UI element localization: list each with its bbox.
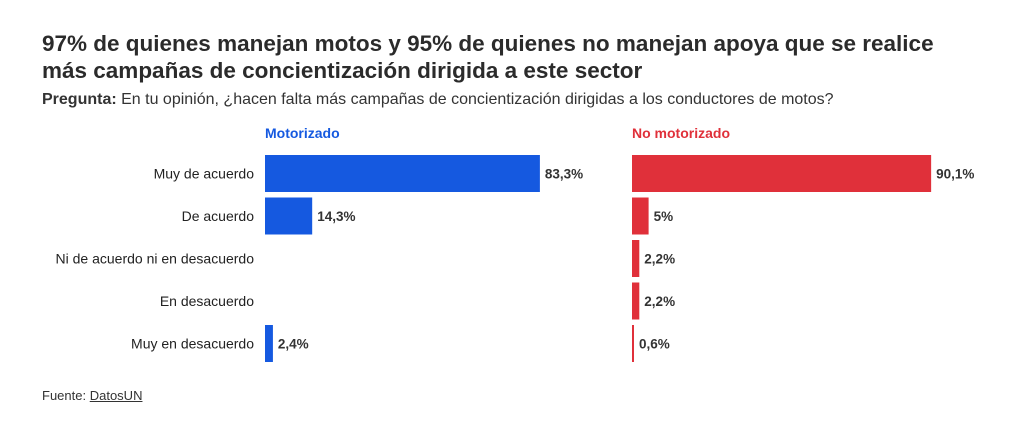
category-label: De acuerdo <box>182 208 255 224</box>
source: Fuente: DatosUN <box>42 388 142 403</box>
bar <box>632 282 640 320</box>
data-label: 0,6% <box>639 337 670 352</box>
question-text: En tu opinión, ¿hacen falta más campañas… <box>121 91 834 108</box>
data-label: 90,1% <box>936 167 974 182</box>
chart-title: 97% de quienes manejan motos y 95% de qu… <box>42 31 934 83</box>
bar <box>632 155 932 192</box>
bar <box>632 197 649 235</box>
source-label: Fuente: <box>42 388 87 403</box>
category-label: Ni de acuerdo ni en desacuerdo <box>56 251 255 267</box>
source-link[interactable]: DatosUN <box>89 388 143 403</box>
data-label: 83,3% <box>545 167 583 182</box>
series-header: Motorizado <box>265 125 340 141</box>
bar <box>265 325 273 362</box>
category-label: Muy en desacuerdo <box>131 336 254 352</box>
data-label: 2,2% <box>644 252 675 267</box>
data-label: 2,4% <box>278 337 309 352</box>
question: Pregunta: En tu opinión, ¿hacen falta má… <box>42 90 1002 110</box>
series-header: No motorizado <box>632 125 730 141</box>
data-label: 5% <box>654 209 674 224</box>
bar <box>632 240 640 277</box>
bar <box>265 155 540 192</box>
bar <box>632 325 634 362</box>
data-label: 14,3% <box>317 209 355 224</box>
question-label: Pregunta: <box>42 91 117 108</box>
bar <box>265 197 313 235</box>
data-label: 2,2% <box>644 294 675 309</box>
category-label: En desacuerdo <box>160 293 254 309</box>
category-label: Muy de acuerdo <box>154 166 255 182</box>
